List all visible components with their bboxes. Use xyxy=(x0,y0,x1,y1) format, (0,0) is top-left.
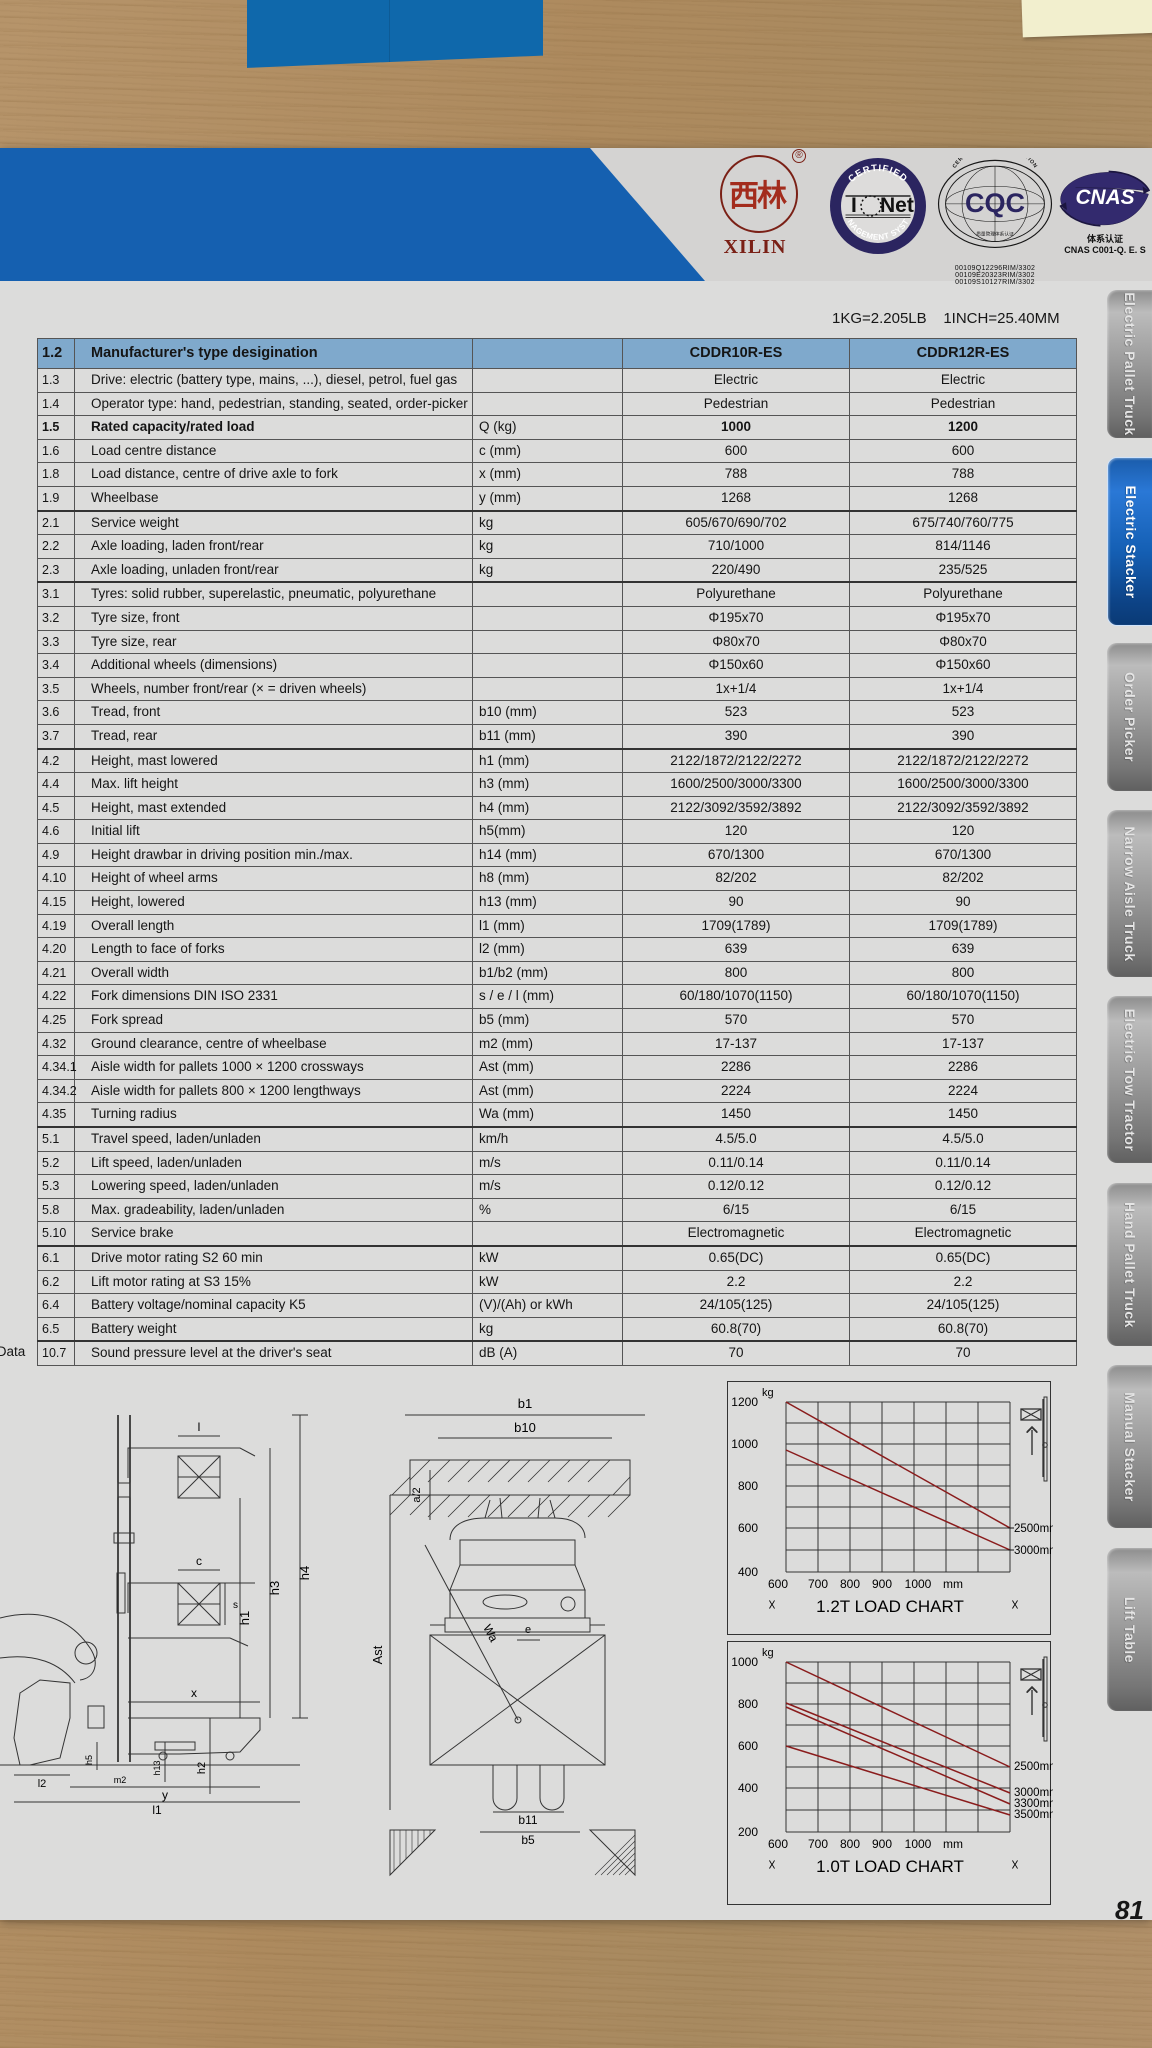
svg-text:b5: b5 xyxy=(521,1833,535,1847)
svg-text:Wa: Wa xyxy=(480,1622,501,1644)
svg-text:l2: l2 xyxy=(38,1778,47,1790)
svg-text:b1: b1 xyxy=(518,1396,532,1411)
svg-text:m2: m2 xyxy=(114,1775,127,1785)
svg-text:h4: h4 xyxy=(297,1566,312,1580)
svg-text:Ast: Ast xyxy=(370,1645,385,1664)
svg-text:b11: b11 xyxy=(518,1813,537,1827)
svg-text:Net: Net xyxy=(880,194,914,217)
svg-text:h5: h5 xyxy=(84,1755,94,1765)
svg-text:I: I xyxy=(851,194,857,217)
svg-text:e: e xyxy=(525,1624,531,1636)
svg-text:h2: h2 xyxy=(196,1762,208,1774)
svg-text:h13: h13 xyxy=(152,1760,162,1775)
svg-text:h3: h3 xyxy=(267,1581,282,1595)
svg-text:s: s xyxy=(233,1600,238,1611)
svg-text:l: l xyxy=(198,1420,201,1434)
svg-text:x: x xyxy=(191,1686,197,1700)
svg-text:CQC: CQC xyxy=(965,188,1025,218)
svg-text:b10: b10 xyxy=(514,1420,536,1435)
svg-text:c: c xyxy=(196,1554,202,1568)
svg-text:质量管理体系认证: 质量管理体系认证 xyxy=(976,231,1014,238)
svg-text:l1: l1 xyxy=(152,1803,162,1817)
svg-text:y: y xyxy=(162,1788,168,1802)
svg-text:h1: h1 xyxy=(237,1611,252,1625)
